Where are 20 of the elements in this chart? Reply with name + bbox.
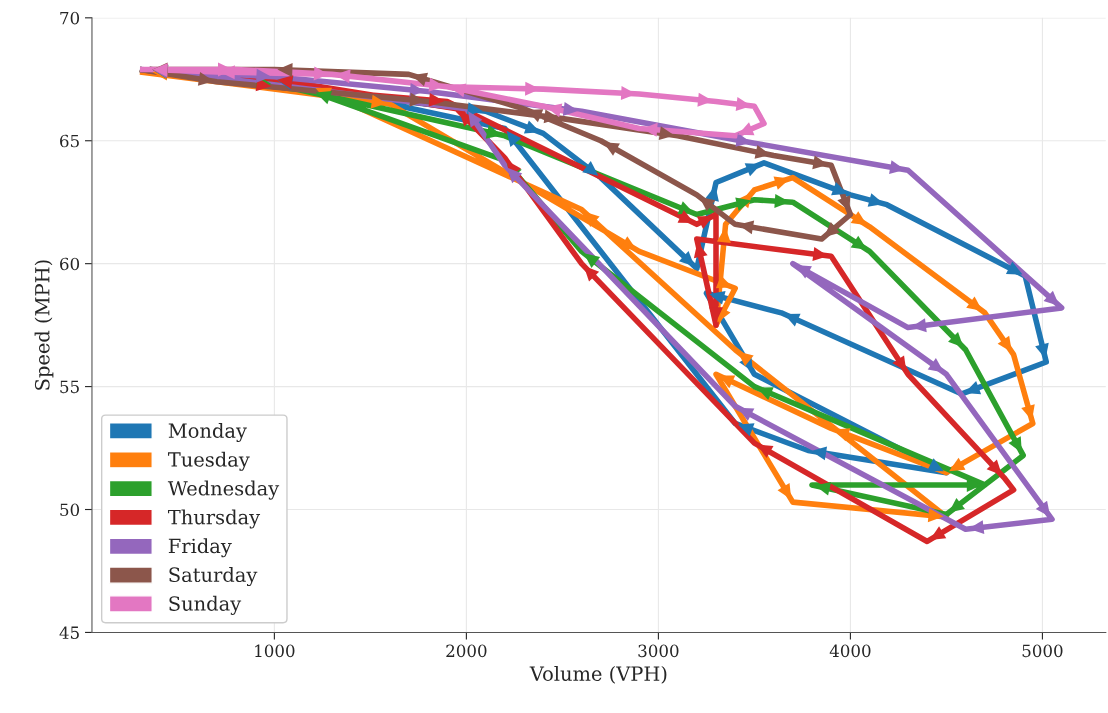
legend-label: Saturday: [169, 567, 258, 587]
y-tick-label: 60: [60, 257, 80, 271]
legend-label: Friday: [168, 538, 232, 558]
y-tick-label: 50: [60, 503, 80, 517]
legend-label: Tuesday: [167, 451, 250, 471]
x-tick-label: 4000: [829, 644, 871, 658]
legend-label: Monday: [168, 422, 247, 443]
legend-label: Sunday: [169, 595, 242, 615]
y-tick-label: 45: [59, 626, 79, 639]
x-axis-title: Volume (VPH): [529, 665, 667, 684]
x-tick-label: 1000: [255, 644, 295, 658]
legend-label: Wednesday: [167, 480, 280, 500]
y-axis-title: Speed (MPH): [34, 260, 54, 390]
y-tick-label: 65: [60, 134, 79, 148]
legend-label: Thursday: [167, 509, 261, 529]
x-tick-label: 2000: [446, 644, 487, 658]
x-tick-label: 3000: [638, 644, 679, 658]
y-tick-label: 55: [60, 380, 79, 394]
y-tick-label: 70: [60, 11, 80, 25]
x-tick-label: 5000: [1022, 644, 1063, 658]
